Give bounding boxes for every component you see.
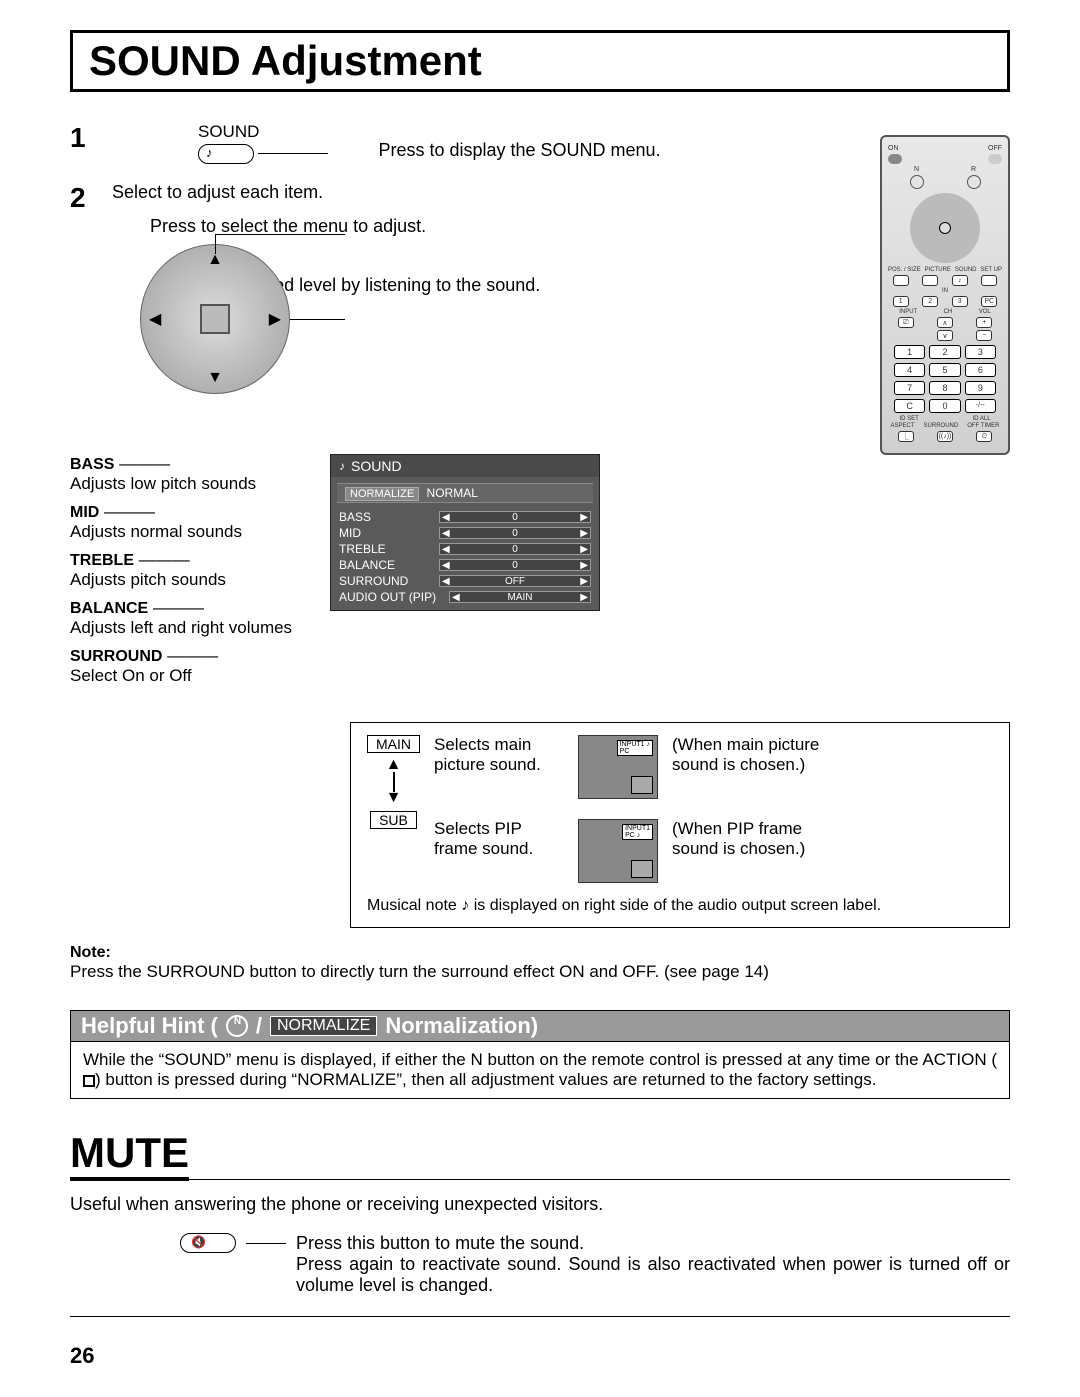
- mute-line2: Press again to reactivate sound. Sound i…: [296, 1254, 1010, 1296]
- up-down-arrow-icon: ▲▼: [386, 759, 402, 805]
- sub-note: (When PIP frame sound is chosen.): [672, 819, 832, 859]
- label-surround: SURROUND ——— Select On or Off: [70, 646, 330, 686]
- main-desc: Selects main picture sound.: [434, 735, 564, 775]
- n-button-icon: [226, 1015, 248, 1037]
- label-bass: BASS ——— Adjusts low pitch sounds: [70, 454, 330, 494]
- step-2-line1: Press to select the menu to adjust.: [150, 216, 540, 237]
- action-icon: [83, 1075, 95, 1087]
- label-treble: TREBLE ——— Adjusts pitch sounds: [70, 550, 330, 590]
- sub-desc: Selects PIP frame sound.: [434, 819, 564, 859]
- menu-item: TREBLE ◀0▶: [331, 541, 599, 557]
- label-mid: MID ——— Adjusts normal sounds: [70, 502, 330, 542]
- action-button-icon: [200, 304, 230, 334]
- sound-menu-header: ♪ SOUND: [331, 455, 599, 477]
- sound-menu-panel: ♪ SOUND NORMALIZE NORMAL BASS ◀0▶ MID ◀0…: [330, 454, 600, 611]
- label-balance: BALANCE ——— Adjusts left and right volum…: [70, 598, 330, 638]
- arrow-left-icon: ◀: [149, 309, 161, 329]
- page-title-box: SOUND Adjustment: [70, 30, 1010, 92]
- page-number: 26: [70, 1343, 94, 1369]
- mute-line1: Press this button to mute the sound.: [296, 1233, 1010, 1254]
- selector-footnote: Musical note ♪ is displayed on right sid…: [367, 897, 993, 915]
- page-title: SOUND Adjustment: [89, 37, 991, 85]
- helpful-hint-box: Helpful Hint ( / NORMALIZE Normalization…: [70, 1010, 1010, 1099]
- normalize-label: NORMALIZE: [270, 1016, 377, 1036]
- sound-button-label: SOUND: [198, 122, 328, 142]
- mute-button-icon: 🔇: [180, 1233, 236, 1253]
- mute-title: MUTE: [70, 1129, 189, 1181]
- arrow-right-icon: ▶: [269, 309, 281, 329]
- audio-out-selector-box: MAIN ▲▼ SUB Selects main picture sound. …: [350, 722, 1010, 928]
- sub-chip: SUB: [370, 811, 417, 829]
- music-note-icon: ♪: [461, 897, 469, 914]
- dpad-icon: ▲ ▼ ◀ ▶: [140, 244, 290, 394]
- menu-item: BASS ◀0▶: [331, 509, 599, 525]
- step-1-text: Press to display the SOUND menu.: [378, 140, 660, 161]
- step-1-number: 1: [70, 122, 98, 154]
- sound-button-icon: ♪: [198, 144, 254, 164]
- mute-speaker-icon: 🔇: [191, 1235, 206, 1249]
- music-note-icon: ♪: [206, 145, 213, 160]
- music-note-icon: ♪: [339, 459, 345, 473]
- note-block: Note: Press the SURROUND button to direc…: [70, 942, 1010, 982]
- menu-item: AUDIO OUT (PIP) ◀MAIN▶: [331, 589, 599, 610]
- step-2-number: 2: [70, 182, 98, 214]
- tv-thumbnail-sub: INPUT1PC ♪: [578, 819, 658, 883]
- arrow-down-icon: ▼: [207, 369, 223, 387]
- tv-thumbnail-main: INPUT1 ♪PC: [578, 735, 658, 799]
- mute-intro: Useful when answering the phone or recei…: [70, 1194, 1010, 1215]
- menu-item: BALANCE ◀0▶: [331, 557, 599, 573]
- main-note: (When main picture sound is chosen.): [672, 735, 832, 775]
- main-chip: MAIN: [367, 735, 420, 753]
- menu-item: SURROUND ◀OFF▶: [331, 573, 599, 589]
- step-2-text: Select to adjust each item.: [112, 182, 323, 203]
- normalize-row: NORMALIZE NORMAL: [337, 483, 593, 503]
- menu-item: MID ◀0▶: [331, 525, 599, 541]
